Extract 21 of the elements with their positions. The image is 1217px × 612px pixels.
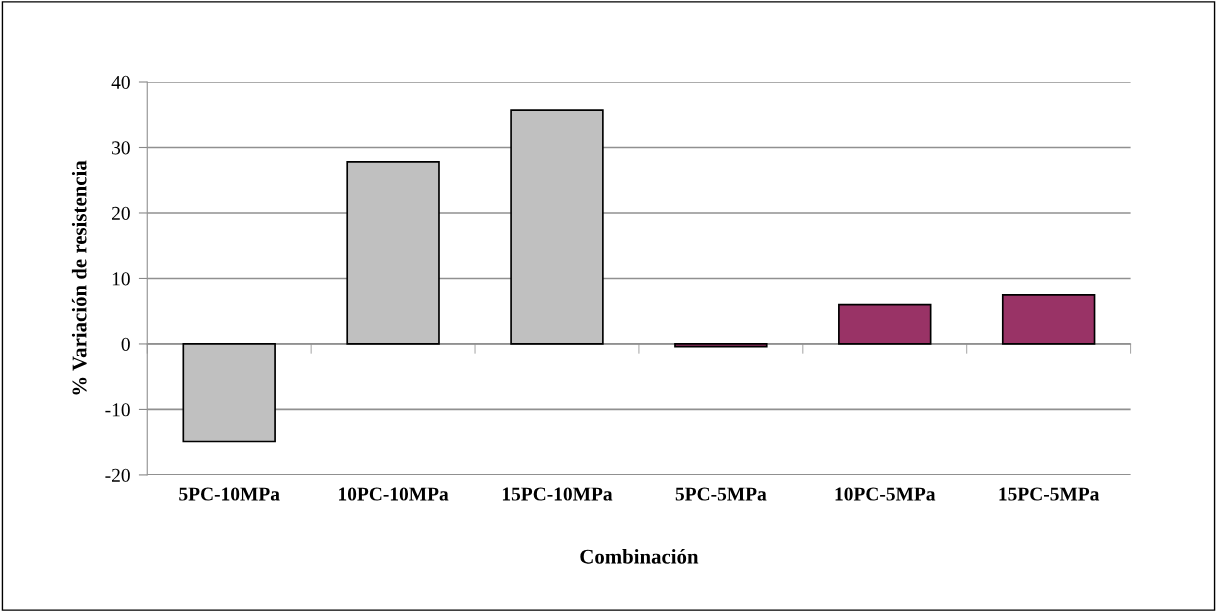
y-tick-label: 30 <box>112 141 130 155</box>
y-tick-label: 40 <box>111 75 130 89</box>
x-tick-label: 5PC-10MPa <box>179 487 280 501</box>
y-tick-label: -10 <box>105 403 130 417</box>
x-tick-label: 15PC-5MPa <box>999 487 1100 501</box>
y-tick-label: 20 <box>112 206 130 220</box>
x-tick-label: 10PC-5MPa <box>835 487 936 501</box>
bar <box>838 303 932 345</box>
bar <box>674 343 768 348</box>
bar <box>346 161 440 345</box>
y-tick-label: 0 <box>121 337 130 351</box>
x-tick-label: 15PC-10MPa <box>502 487 613 501</box>
x-tick-label: 10PC-10MPa <box>339 487 449 501</box>
y-tick-label: -20 <box>105 468 130 482</box>
x-tick-label: 5PC-5MPa <box>675 487 767 501</box>
y-axis-title: % Variación de resistencia <box>71 160 87 395</box>
bar <box>182 343 276 443</box>
y-tick-label: 10 <box>112 272 130 286</box>
bar <box>1001 293 1096 345</box>
bar <box>510 109 604 345</box>
x-axis-title: Combinación <box>580 548 699 564</box>
